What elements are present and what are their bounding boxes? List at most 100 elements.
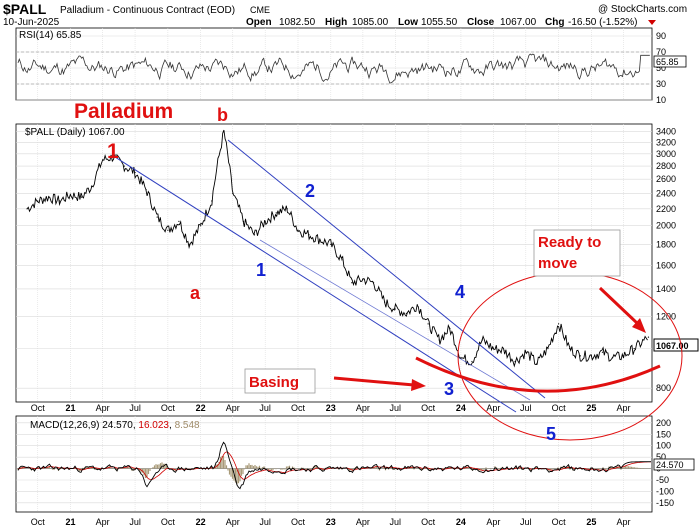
price-data-point: [647, 336, 650, 338]
rsi-y-tick-label: 30: [656, 79, 666, 89]
ready-label-line2: move: [538, 255, 577, 272]
ready-label-line1: Ready to: [538, 234, 601, 251]
x-tick-label: Apr: [356, 403, 370, 413]
price-data-point: [622, 355, 625, 357]
palladium-title: Palladium: [74, 100, 173, 123]
price-y-tick-label: 2200: [656, 204, 676, 214]
x-tick-label: 22: [196, 517, 206, 527]
price-y-tick-label: 1400: [656, 284, 676, 294]
macd-y-tick-label: -100: [656, 486, 674, 496]
macd-y-tick-label: -150: [656, 498, 674, 508]
price-data-point: [503, 349, 505, 351]
ohlc-high: 1085.00: [352, 17, 389, 28]
price-data-point: [156, 216, 158, 218]
macd-legend-label: MACD(12,26,9): [30, 420, 99, 431]
x-tick-label: Oct: [421, 403, 436, 413]
price-data-point: [80, 196, 83, 198]
macd-legend: MACD(12,26,9) 24.570, 16.023, 8.548: [30, 420, 200, 431]
price-data-point: [178, 220, 180, 222]
price-last-value: 1067.00: [656, 341, 689, 351]
channel-lower-line: [114, 156, 517, 413]
macd-legend-signal: 16.023: [138, 420, 169, 431]
price-data-point: [112, 156, 114, 158]
x-tick-label: Oct: [291, 517, 306, 527]
channel-mid-line: [259, 239, 531, 401]
price-data-point: [633, 348, 635, 350]
price-data-point: [134, 171, 136, 174]
ready-arrow-line: [598, 286, 640, 326]
ohlc-chg-label: Chg: [545, 17, 564, 28]
rsi-y-tick-label: 90: [656, 31, 666, 41]
x-tick-label: Jul: [520, 517, 532, 527]
x-tick-label: 24: [456, 517, 466, 527]
price-data-point: [362, 278, 364, 280]
basing-curve: [415, 356, 661, 393]
rsi-y-tick-label: 50: [656, 63, 666, 73]
price-data-point: [275, 212, 277, 214]
price-data-point: [557, 323, 560, 325]
price-data-point: [492, 348, 494, 350]
basing-arrow-line: [333, 376, 415, 387]
x-tick-label: Apr: [616, 517, 630, 527]
price-data-point: [341, 259, 343, 261]
ready-label-box: [533, 229, 621, 277]
x-tick-label: 22: [196, 403, 206, 413]
price-y-tick-label: 800: [656, 383, 671, 393]
price-data-point: [579, 355, 581, 357]
price-data-point: [569, 348, 571, 350]
price-panel: [15, 123, 653, 403]
macd-y-tick-label: 100: [656, 441, 671, 451]
macd-panel: [15, 415, 653, 513]
macd-signal-line: [17, 451, 652, 480]
rsi-y-tick-label: 10: [656, 95, 666, 105]
price-y-tick-label: 1800: [656, 239, 676, 249]
chart-symbol: $PALL: [3, 1, 47, 17]
x-tick-label: Jul: [390, 403, 402, 413]
price-last-tag: [653, 338, 699, 352]
price-data-point: [611, 357, 614, 359]
rsi-legend: RSI(14) 65.85: [19, 30, 82, 41]
price-data-point: [253, 234, 256, 236]
basing-label-box: [244, 368, 316, 394]
macd-last-tag: [653, 458, 695, 471]
wave-3-label: 3: [444, 379, 454, 399]
x-tick-label: 23: [326, 403, 336, 413]
x-tick-label: Apr: [356, 517, 370, 527]
x-tick-label: Apr: [96, 517, 110, 527]
basing-ellipse: [457, 271, 683, 441]
channel-upper-line: [227, 139, 546, 399]
x-tick-label: 25: [586, 403, 596, 413]
price-data-point: [167, 229, 169, 231]
x-tick-label: 25: [586, 517, 596, 527]
price-legend: $PALL (Daily) 1067.00: [25, 127, 125, 138]
price-data-point: [460, 357, 462, 359]
x-tick-label: 24: [456, 403, 466, 413]
price-y-tick-label: 3200: [656, 137, 676, 147]
x-tick-label: Jul: [390, 517, 402, 527]
x-tick-label: Oct: [161, 517, 176, 527]
macd-y-tick-label: 200: [656, 418, 671, 428]
rsi-last-value: 65.85: [656, 57, 679, 67]
price-data-point: [26, 208, 28, 210]
price-data-point: [308, 234, 310, 236]
chart-date: 10-Jun-2025: [3, 17, 60, 28]
ohlc-close-label: Close: [467, 17, 495, 28]
svg-text:MACD(12,26,9) 24.570, 16.023,: MACD(12,26,9) 24.570, 16.023, 8.548: [30, 420, 200, 431]
x-tick-label: Oct: [291, 403, 306, 413]
price-data-point: [416, 304, 419, 306]
price-y-tick-label: 3000: [656, 149, 676, 159]
price-data-point: [297, 229, 299, 231]
rsi-y-tick-label: 70: [656, 47, 666, 57]
chg-down-icon: [648, 20, 656, 25]
price-data-point: [547, 348, 549, 350]
price-data-point: [223, 131, 225, 133]
price-data-point: [449, 327, 451, 330]
x-tick-label: Apr: [226, 403, 240, 413]
wave-4-label: 4: [455, 282, 465, 302]
price-data-point: [590, 355, 592, 357]
ready-arrow-head: [632, 318, 646, 333]
ohlc-close: 1067.00: [500, 17, 537, 28]
price-data-point: [211, 200, 213, 202]
price-data-point: [394, 308, 396, 310]
